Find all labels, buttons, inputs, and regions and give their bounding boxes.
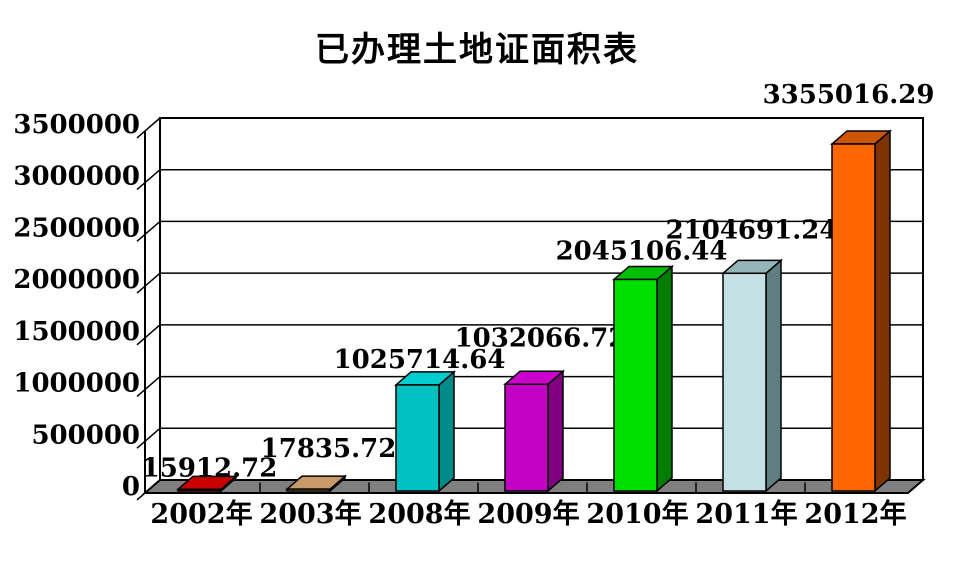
bar-side-2008年 [438,370,455,493]
y-tick [136,324,161,346]
x-category-label: 2010年 [586,498,688,530]
x-category-label: 2008年 [368,498,470,530]
bar-2002年 [177,488,222,492]
y-tick-label: 1000000 [13,369,140,399]
value-label-2009年: 1032066.72 [455,323,627,353]
y-tick-label: 0 [122,472,140,502]
y-tick-label: 500000 [31,420,140,450]
bar-side-2012年 [874,129,891,493]
y-tick-label: 1500000 [13,317,140,347]
y-tick [136,117,161,139]
bar-2012年 [831,143,876,492]
x-category-label: 2002年 [150,498,252,530]
bar-2003年 [286,488,331,492]
bar-side-2010年 [656,264,673,493]
value-label-2012年: 3355016.29 [763,80,935,110]
y-tick-label: 3000000 [13,162,140,192]
bar-side-2009年 [547,369,564,493]
y-tick-label: 3500000 [13,110,140,140]
value-label-2003年: 17835.72 [261,434,397,464]
value-label-2002年: 15912.72 [142,453,278,483]
x-category-label: 2003年 [259,498,361,530]
plot-area: 0 500000 1000000 1500000 2000000 2500000 30000… [13,80,934,530]
value-label-2011年: 2104691.24 [666,215,838,245]
bar-2009年 [504,383,549,492]
value-label-2010年: 2045106.44 [556,236,728,266]
x-category-label: 2009年 [477,498,579,530]
y-tick [136,272,161,294]
bar-2010年 [613,278,658,492]
y-tick [136,427,161,449]
y-tick-label: 2000000 [13,265,140,295]
x-category-label: 2011年 [695,498,797,530]
bar-2008年 [395,384,440,492]
y-tick [136,169,161,191]
bar-2011年 [722,272,767,492]
bar-side-2011年 [765,258,782,493]
value-label-2008年: 1025714.64 [334,345,506,375]
y-tick [136,220,161,242]
chart-title: 已办理土地证面积表 [315,30,639,70]
y-tick-label: 2500000 [13,213,140,243]
x-category-label: 2012年 [804,498,906,530]
y-tick [136,376,161,398]
